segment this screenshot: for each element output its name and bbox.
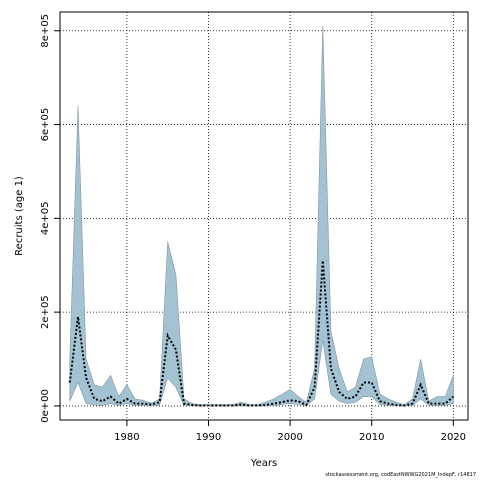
plot-frame — [59, 11, 469, 421]
y-axis: 0e+00 2e+05 4e+05 6e+05 8e+05 — [40, 14, 60, 423]
grid-lines — [60, 12, 468, 420]
x-tick-label-2020: 2020 — [441, 432, 466, 443]
x-tick-label-1990: 1990 — [196, 432, 221, 443]
source-note: stockassessment.org, codEastNWWG2021M_In… — [325, 472, 476, 478]
y-tick-label-8e+05: 8e+05 — [40, 14, 51, 48]
x-axis: 1980 1990 2000 2010 2020 — [114, 420, 466, 443]
confidence-band — [69, 26, 454, 407]
y-tick-label-2e+05: 2e+05 — [40, 295, 51, 329]
x-axis-title: Years — [250, 458, 277, 469]
y-axis-title: Recruits (age 1) — [14, 176, 25, 256]
median-line — [68, 260, 454, 407]
y-tick-label-4e+05: 4e+05 — [40, 202, 51, 236]
x-tick-label-2000: 2000 — [277, 432, 302, 443]
y-tick-label-6e+05: 6e+05 — [40, 108, 51, 142]
y-tick-label-0e+00: 0e+00 — [40, 389, 51, 423]
x-tick-label-1980: 1980 — [114, 432, 139, 443]
x-tick-label-2010: 2010 — [359, 432, 384, 443]
